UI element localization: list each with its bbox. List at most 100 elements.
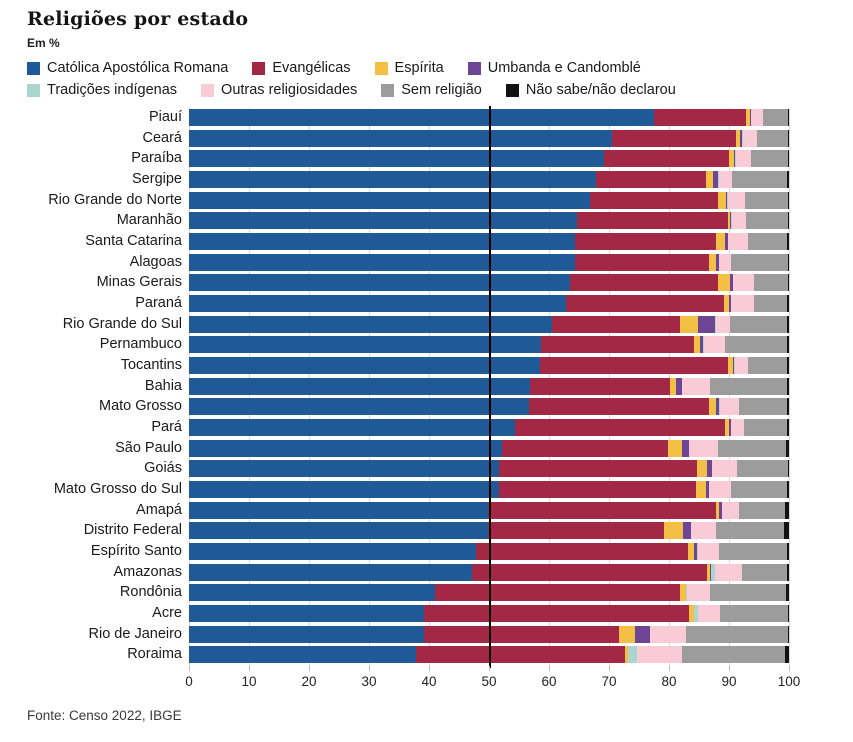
bar-segment-tradicoes xyxy=(686,584,687,601)
bar-row: Rondônia xyxy=(0,584,853,601)
bar-row: Tocantins xyxy=(0,357,853,374)
axis-label-30: 30 xyxy=(361,674,377,689)
state-label: Amazonas xyxy=(113,564,182,580)
bar-segment-tradicoes xyxy=(715,316,716,333)
bar-segment-sem xyxy=(748,357,788,374)
state-label: Espírito Santo xyxy=(90,543,182,559)
bar-segment-espirita xyxy=(728,150,734,167)
legend-item-espirita: Espírita xyxy=(374,60,444,76)
bar-segment-sem xyxy=(730,316,788,333)
bar-track xyxy=(189,109,790,126)
axis-label-20: 20 xyxy=(301,674,317,689)
legend-item-sem: Sem religião xyxy=(381,82,482,98)
bar-segment-espirita xyxy=(709,254,716,271)
bar-segment-sem xyxy=(731,171,788,188)
bar-segment-outras xyxy=(712,460,737,477)
bar-segment-catolica xyxy=(189,543,476,560)
state-label: Sergipe xyxy=(132,171,182,187)
axis-tick-50 xyxy=(489,666,490,671)
bar-segment-nao_sabe xyxy=(786,564,789,581)
bar-segment-tradicoes xyxy=(727,192,728,209)
bar-segment-sem xyxy=(709,378,788,395)
bar-segment-evangelicas xyxy=(487,502,716,519)
bar-track xyxy=(189,274,790,291)
state-label: Rio Grande do Norte xyxy=(48,192,182,208)
bar-segment-umbanda xyxy=(728,419,731,436)
bar-segment-evangelicas xyxy=(499,460,697,477)
bar-row: Roraima xyxy=(0,646,853,663)
state-label: Tocantins xyxy=(120,357,182,373)
bar-segment-umbanda xyxy=(682,440,689,457)
bar-segment-evangelicas xyxy=(423,626,620,643)
state-label: Rondônia xyxy=(119,584,182,600)
state-label: Rio de Janeiro xyxy=(88,626,183,642)
bar-segment-umbanda xyxy=(693,605,695,622)
legend-row: Católica Apostólica Romana Evangélicas Esp… xyxy=(27,57,837,79)
bar-segment-tradicoes xyxy=(734,150,736,167)
bar-row: Amapá xyxy=(0,502,853,519)
bar-row: Distrito Federal xyxy=(0,522,853,539)
bar-segment-tradicoes xyxy=(750,109,752,126)
bar-segment-catolica xyxy=(189,295,566,312)
bar-segment-umbanda xyxy=(627,646,629,663)
axis-tick-100 xyxy=(789,666,790,671)
bar-segment-outras xyxy=(686,584,710,601)
bar-segment-tradicoes xyxy=(681,378,683,395)
bar-row: Amazonas xyxy=(0,564,853,581)
bar-track xyxy=(189,130,790,147)
state-label: Mato Grosso do Sul xyxy=(53,481,182,497)
bar-track xyxy=(189,295,790,312)
bar-segment-outras xyxy=(636,646,683,663)
bar-segment-sem xyxy=(753,295,788,312)
axis-tick-60 xyxy=(549,666,550,671)
bar-segment-outras xyxy=(703,336,725,353)
bar-segment-outras xyxy=(715,564,742,581)
bar-segment-umbanda xyxy=(749,109,751,126)
stacked-bar-chart: Piauí Ceará Paraíba Sergipe Rio Grande do No… xyxy=(0,106,853,700)
bar-segment-evangelicas xyxy=(612,130,737,147)
bar-segment-nao_sabe xyxy=(787,419,789,436)
bar-track xyxy=(189,419,790,436)
bar-segment-outras xyxy=(689,440,719,457)
legend-label: Outras religiosidades xyxy=(221,82,358,98)
bar-segment-umbanda xyxy=(706,481,709,498)
bar-segment-tradicoes xyxy=(730,419,732,436)
legend-item-outras: Outras religiosidades xyxy=(201,82,357,98)
bar-row: Espírito Santo xyxy=(0,543,853,560)
bar-segment-tradicoes xyxy=(733,357,735,374)
axis-label-0: 0 xyxy=(185,674,193,689)
bar-row: Mato Grosso xyxy=(0,398,853,415)
legend-label: Espírita xyxy=(394,60,444,76)
state-label: Amapá xyxy=(136,502,182,518)
bar-segment-sem xyxy=(753,274,788,291)
legend-swatch-espirita xyxy=(374,61,388,75)
bar-segment-evangelicas xyxy=(528,398,709,415)
axis-tick-90 xyxy=(729,666,730,671)
axis-label-80: 80 xyxy=(661,674,677,689)
state-label: Distrito Federal xyxy=(83,522,182,538)
bar-segment-espirita xyxy=(706,171,714,188)
bar-segment-evangelicas xyxy=(423,605,690,622)
bar-segment-umbanda xyxy=(732,357,734,374)
state-label: Pernambuco xyxy=(99,336,182,352)
bar-segment-sem xyxy=(743,419,788,436)
bar-segment-nao_sabe xyxy=(787,274,789,291)
bar-segment-nao_sabe xyxy=(787,171,789,188)
bar-segment-outras xyxy=(697,605,720,622)
axis-label-60: 60 xyxy=(541,674,557,689)
bar-segment-espirita xyxy=(696,460,708,477)
bar-segment-nao_sabe xyxy=(787,109,789,126)
state-label: Mato Grosso xyxy=(99,398,182,414)
legend-label: Umbanda e Candomblé xyxy=(487,60,641,76)
state-label: Santa Catarina xyxy=(85,233,182,249)
bar-row: Santa Catarina xyxy=(0,233,853,250)
bar-segment-sem xyxy=(724,336,788,353)
legend-item-catolica: Católica Apostólica Romana xyxy=(27,60,228,76)
bar-segment-umbanda xyxy=(739,130,743,147)
bar-segment-espirita xyxy=(689,605,694,622)
bar-segment-espirita xyxy=(694,336,701,353)
bar-segment-tradicoes xyxy=(708,481,710,498)
bar-track xyxy=(189,626,790,643)
bar-track xyxy=(189,150,790,167)
